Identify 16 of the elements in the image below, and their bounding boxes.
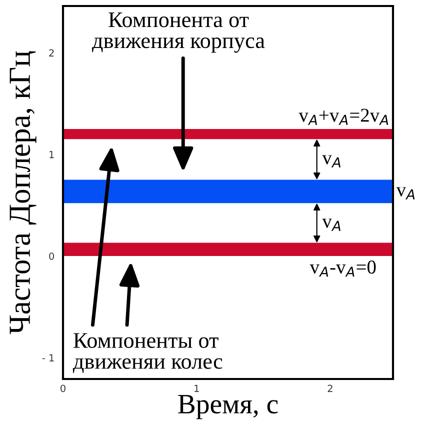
x-tick-label: 0 bbox=[60, 384, 66, 392]
x-tick-label: 2 bbox=[328, 384, 332, 392]
annotation: v$_{A}$ bbox=[322, 218, 340, 231]
band-label: v$_{A}$-v$_{A}$=0 bbox=[310, 260, 376, 277]
y-axis-title: Частота Доплера, кГц bbox=[10, 51, 36, 334]
band-label: v$_{A}$ bbox=[396, 187, 415, 200]
band-label: v$_{A}$+v$_{A}$=2v$_{A}$ bbox=[298, 108, 388, 125]
annotation: Компонента от движения корпуса bbox=[92, 12, 265, 53]
x-axis-title: Время, с bbox=[178, 395, 278, 420]
y-tick-label: - 1 bbox=[42, 354, 54, 362]
y-tick-label: 0 bbox=[49, 252, 54, 260]
x-tick-label: 1 bbox=[194, 384, 199, 392]
annotation: Компоненты от движеняи колес bbox=[72, 333, 222, 373]
y-tick-label: 1 bbox=[50, 150, 54, 158]
y-tick-label: 2 bbox=[49, 49, 54, 56]
annotation: v$_{A}$ bbox=[322, 155, 340, 168]
